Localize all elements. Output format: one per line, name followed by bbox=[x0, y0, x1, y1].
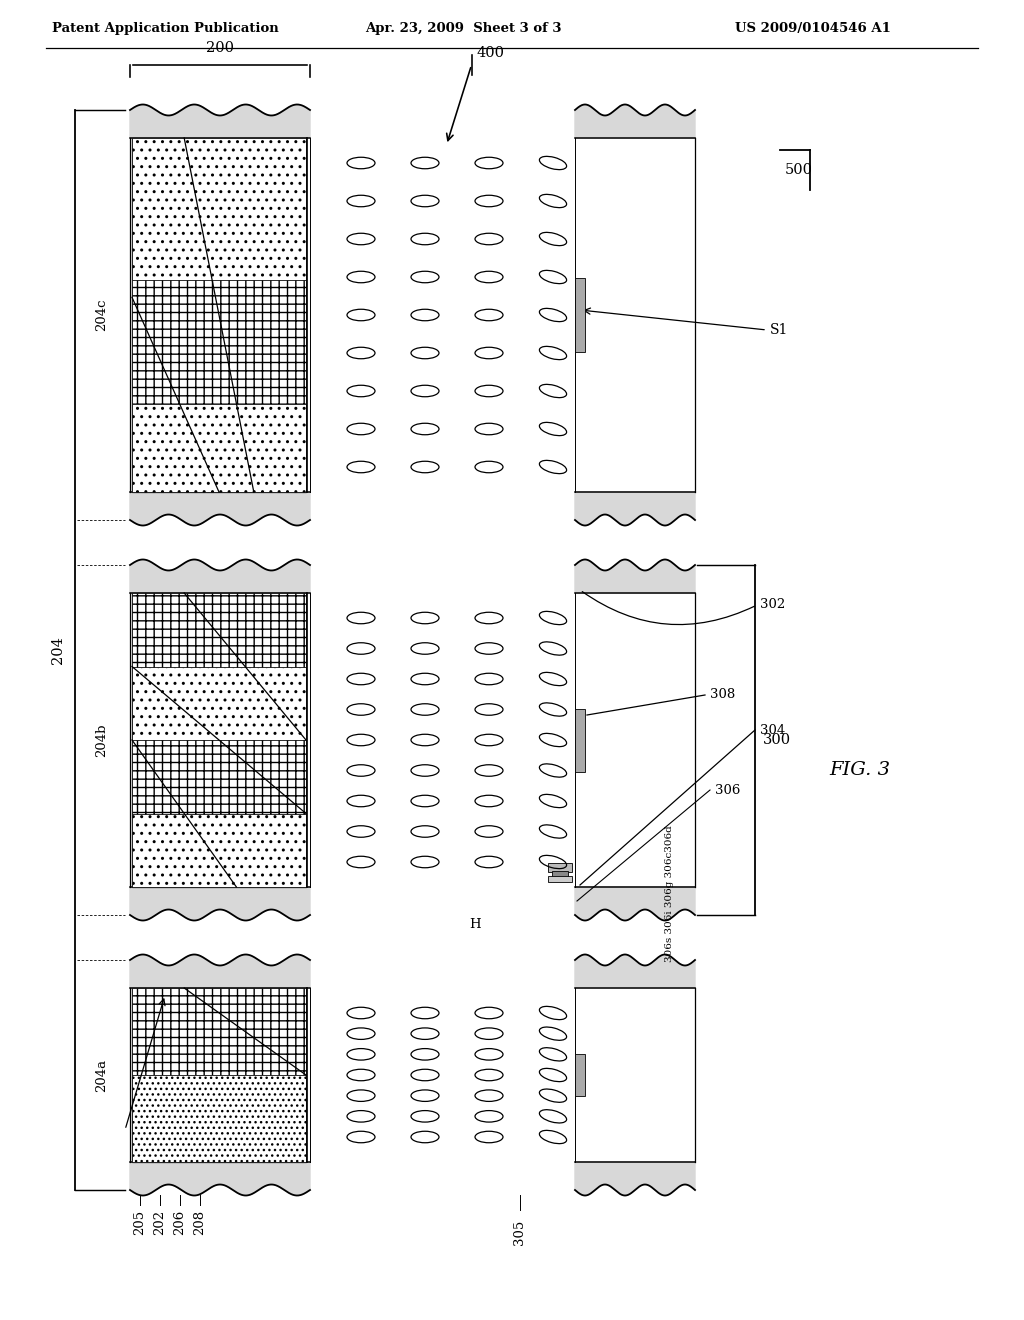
Text: 306: 306 bbox=[715, 784, 740, 796]
Text: US 2009/0104546 A1: US 2009/0104546 A1 bbox=[735, 22, 891, 36]
Bar bbox=[575, 709, 585, 771]
Text: 202: 202 bbox=[154, 1210, 167, 1236]
Bar bbox=[132, 280, 306, 404]
Bar bbox=[552, 871, 568, 876]
Text: 306s 306i 306g 306c306d: 306s 306i 306g 306c306d bbox=[665, 825, 674, 962]
Polygon shape bbox=[130, 954, 310, 987]
Bar bbox=[132, 987, 306, 1162]
Bar bbox=[575, 1055, 585, 1096]
Bar bbox=[132, 667, 306, 741]
Text: 400: 400 bbox=[476, 46, 505, 59]
Bar bbox=[132, 593, 306, 667]
Text: Patent Application Publication: Patent Application Publication bbox=[52, 22, 279, 36]
Polygon shape bbox=[130, 104, 310, 139]
Bar bbox=[132, 139, 306, 492]
Polygon shape bbox=[130, 492, 310, 525]
Text: 204c: 204c bbox=[95, 298, 108, 331]
Bar bbox=[132, 404, 306, 492]
Text: H: H bbox=[469, 919, 481, 932]
Text: Apr. 23, 2009  Sheet 3 of 3: Apr. 23, 2009 Sheet 3 of 3 bbox=[365, 22, 561, 36]
Text: 200: 200 bbox=[206, 41, 234, 55]
Text: 302: 302 bbox=[760, 598, 785, 611]
Polygon shape bbox=[575, 954, 695, 987]
Text: 300: 300 bbox=[763, 733, 792, 747]
Polygon shape bbox=[130, 1162, 310, 1196]
Text: 304: 304 bbox=[760, 723, 785, 737]
Bar bbox=[548, 863, 572, 873]
Polygon shape bbox=[130, 887, 310, 920]
Polygon shape bbox=[575, 104, 695, 139]
Bar bbox=[132, 741, 306, 813]
Text: 205: 205 bbox=[133, 1210, 146, 1236]
Polygon shape bbox=[575, 560, 695, 593]
Text: 204: 204 bbox=[51, 636, 65, 664]
Text: 305: 305 bbox=[513, 1220, 526, 1245]
Bar bbox=[132, 987, 306, 1074]
Text: 500: 500 bbox=[785, 162, 813, 177]
Polygon shape bbox=[130, 560, 310, 593]
Bar bbox=[575, 279, 585, 352]
Polygon shape bbox=[575, 492, 695, 525]
Bar bbox=[548, 876, 572, 882]
Text: S1: S1 bbox=[770, 323, 788, 337]
Text: 208: 208 bbox=[194, 1210, 207, 1236]
Bar bbox=[132, 813, 306, 887]
Text: 206: 206 bbox=[173, 1210, 186, 1236]
Bar bbox=[132, 139, 306, 280]
Polygon shape bbox=[575, 887, 695, 920]
Bar bbox=[132, 593, 306, 887]
Bar bbox=[132, 1074, 306, 1162]
Text: 204b: 204b bbox=[95, 723, 108, 756]
Text: 204a: 204a bbox=[95, 1059, 108, 1092]
Polygon shape bbox=[575, 1162, 695, 1196]
Text: 308: 308 bbox=[710, 689, 735, 701]
Text: FIG. 3: FIG. 3 bbox=[829, 762, 891, 779]
